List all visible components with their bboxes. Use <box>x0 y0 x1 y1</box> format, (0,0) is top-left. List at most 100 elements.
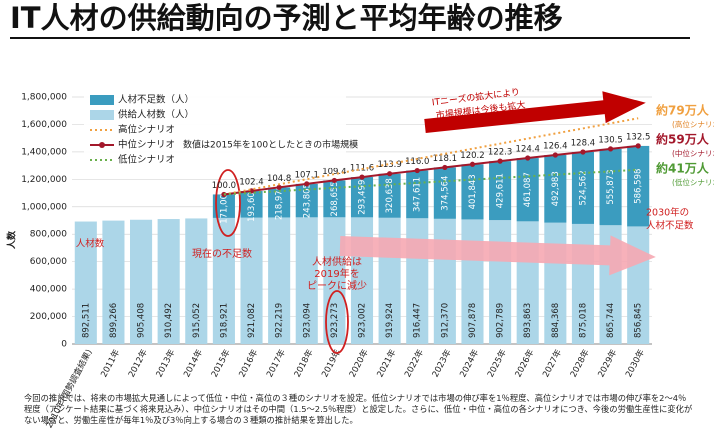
line-point <box>552 152 558 158</box>
value-label: 884,368 <box>551 303 561 338</box>
legend-swatch <box>99 142 105 148</box>
legend-label: 中位シナリオ <box>118 139 175 151</box>
value-label: 401,843 <box>468 174 478 209</box>
x-tick-label: 2015年 <box>209 347 233 379</box>
x-tick-label: 2014年 <box>181 347 205 379</box>
y-tick-label: 1,800,000 <box>21 93 67 103</box>
x-tick-label: 2023年 <box>430 347 454 379</box>
value-label: 910,492 <box>164 303 174 338</box>
value-label: 118.1 <box>433 154 457 164</box>
value-label: 347,611 <box>413 177 423 212</box>
arrows <box>215 91 656 354</box>
bar-segment <box>157 219 180 344</box>
bar-segment <box>240 191 263 218</box>
x-tick-label: 2027年 <box>540 347 564 379</box>
value-label: 492,983 <box>551 171 561 206</box>
line-point <box>387 171 393 177</box>
annotation: 2030年の <box>646 207 689 219</box>
bar-segment <box>185 218 208 344</box>
line-point <box>414 167 420 174</box>
annotation: 約59万人 <box>656 132 710 147</box>
line-point <box>525 155 531 161</box>
x-tick-label: 2022年 <box>402 347 426 379</box>
highlight-circle <box>215 169 241 237</box>
y-tick-label: 200,000 <box>30 312 67 322</box>
line-point <box>607 146 614 152</box>
value-label: 586,598 <box>634 169 644 204</box>
bar-segment <box>350 177 374 218</box>
bar-segment <box>295 217 318 344</box>
value-label: 919,924 <box>385 303 395 338</box>
bar-segment <box>461 164 484 220</box>
value-label: 429,611 <box>496 173 506 208</box>
footnote: 今回の推計では、将来の市場拡大見通しによって低位・中位・高位の３種のシナリオを設… <box>24 393 693 425</box>
bar-segment <box>74 221 97 344</box>
bar-segment <box>489 161 512 221</box>
highlight-circle <box>325 290 349 354</box>
value-label: 907,878 <box>468 303 478 338</box>
value-label: 120.2 <box>460 151 484 161</box>
bar-segment <box>212 217 235 344</box>
value-label: 268,655 <box>330 181 340 216</box>
bar-segment <box>268 217 291 344</box>
value-label: 102.4 <box>239 177 263 187</box>
x-tick-label: 2029年 <box>596 347 620 379</box>
line-point <box>359 174 365 180</box>
bar-segment <box>599 148 622 226</box>
value-label: 107.1 <box>295 170 319 180</box>
legend-label: 高位シナリオ <box>118 124 175 136</box>
value-label: 100.0 <box>212 181 236 191</box>
line-point <box>331 177 337 184</box>
bar-segment <box>240 217 263 344</box>
line-point <box>469 161 476 167</box>
x-tick-label: 2024年 <box>457 347 481 379</box>
bar-segment <box>571 151 594 224</box>
x-tick-label: 2020年 <box>347 347 371 379</box>
line-point <box>635 143 641 149</box>
line-point <box>304 181 310 187</box>
bar-segment <box>516 158 539 222</box>
value-label: 193,608 <box>247 187 257 222</box>
x-tick-label: 2021年 <box>375 347 399 379</box>
x-tick-label: 2018年 <box>292 347 316 379</box>
value-label: 113.9 <box>377 160 401 170</box>
value-label: 126.4 <box>543 142 567 152</box>
value-label: 130.5 <box>598 135 622 145</box>
value-label: 922,219 <box>275 303 285 338</box>
value-label: 109.4 <box>322 167 346 177</box>
bar-segment <box>102 220 125 344</box>
value-label: 555,873 <box>606 169 616 204</box>
y-tick-label: 800,000 <box>30 230 67 240</box>
value-label: 923,273 <box>330 303 340 338</box>
bar-segment <box>627 145 650 227</box>
annotation: (高位シナリオ) <box>672 119 714 129</box>
legend-swatch <box>90 110 114 120</box>
scenario-line <box>223 168 639 196</box>
value-label: 122.3 <box>488 148 512 158</box>
annotation: 約79万人 <box>656 103 710 118</box>
y-tick-label: 400,000 <box>30 285 67 295</box>
y-tick-label: 0 <box>61 340 67 350</box>
x-tick-label: 2011年 <box>98 347 122 379</box>
value-label: 892,511 <box>81 303 91 338</box>
value-label: 856,845 <box>634 303 644 338</box>
y-tick-label: 1,600,000 <box>21 120 67 130</box>
value-label: 461,087 <box>523 172 533 207</box>
bar-segment <box>406 170 429 219</box>
bar-segment <box>268 187 291 218</box>
annotation: ピークに減少 <box>307 279 367 292</box>
scenario-line <box>223 117 639 196</box>
annotation: 人材数 <box>76 238 105 250</box>
value-label: 899,266 <box>109 303 119 338</box>
annotation: 約41万人 <box>656 161 710 176</box>
legend-note: 数値は2015年を100としたときの市場規模 <box>183 139 358 151</box>
value-label: 923,002 <box>358 303 368 338</box>
y-tick-label: 1,000,000 <box>21 202 67 212</box>
x-tick-label: 2028年 <box>568 347 592 379</box>
value-label: 116.0 <box>405 157 429 167</box>
market-arrow <box>424 91 646 133</box>
value-label: 923,094 <box>302 303 312 338</box>
